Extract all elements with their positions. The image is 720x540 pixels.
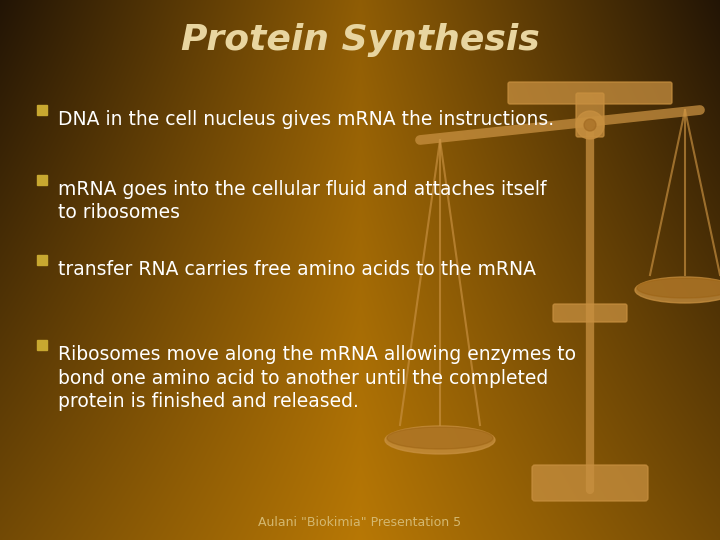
FancyBboxPatch shape <box>508 82 672 104</box>
Ellipse shape <box>385 426 495 454</box>
Bar <box>37 175 47 185</box>
Ellipse shape <box>635 277 720 303</box>
Circle shape <box>576 111 604 139</box>
Ellipse shape <box>387 427 493 449</box>
Bar <box>37 105 47 115</box>
FancyBboxPatch shape <box>532 465 648 501</box>
Text: Protein Synthesis: Protein Synthesis <box>181 23 539 57</box>
Text: transfer RNA carries free amino acids to the mRNA: transfer RNA carries free amino acids to… <box>58 260 536 279</box>
Text: Aulani "Biokimia" Presentation 5: Aulani "Biokimia" Presentation 5 <box>258 516 462 529</box>
FancyBboxPatch shape <box>576 93 604 137</box>
Text: Ribosomes move along the mRNA allowing enzymes to
bond one amino acid to another: Ribosomes move along the mRNA allowing e… <box>58 345 576 411</box>
FancyBboxPatch shape <box>553 304 627 322</box>
Circle shape <box>584 119 596 131</box>
Ellipse shape <box>637 278 720 298</box>
Bar <box>37 255 47 265</box>
Text: DNA in the cell nucleus gives mRNA the instructions.: DNA in the cell nucleus gives mRNA the i… <box>58 110 554 129</box>
Bar <box>37 340 47 350</box>
Text: mRNA goes into the cellular fluid and attaches itself
to ribosomes: mRNA goes into the cellular fluid and at… <box>58 180 546 222</box>
